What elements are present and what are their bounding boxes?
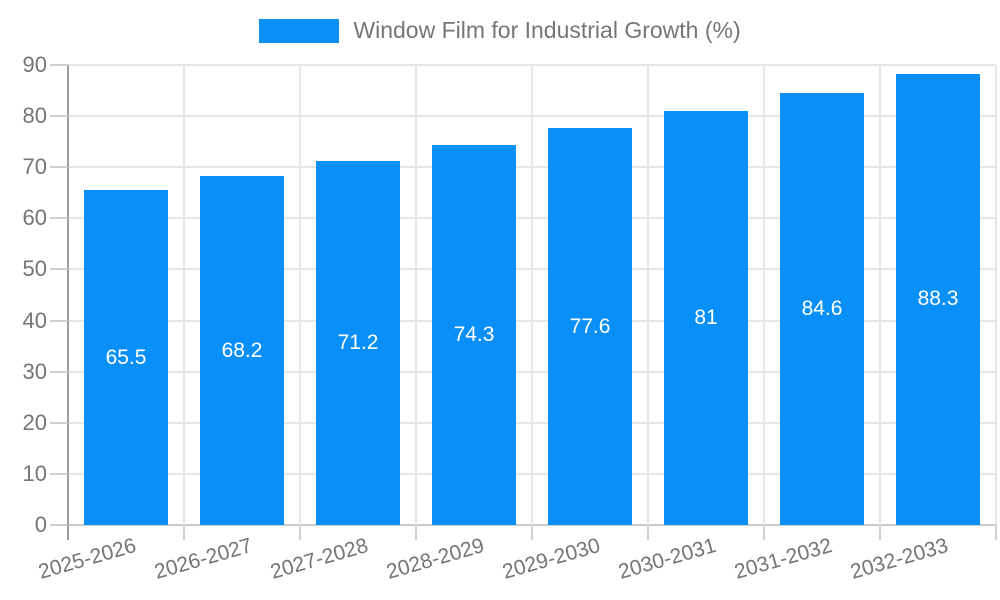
x-tick: [67, 525, 69, 540]
x-gridline: [531, 65, 533, 525]
y-tick: [50, 268, 68, 271]
bar[interactable]: 65.5: [84, 190, 168, 525]
x-tick-label: 2027-2028: [267, 534, 371, 584]
x-tick: [879, 525, 881, 540]
y-tick-label: 30: [22, 358, 47, 384]
y-tick-label: 70: [22, 154, 47, 180]
x-tick-label: 2028-2029: [383, 534, 487, 584]
x-gridline: [763, 65, 765, 525]
x-tick-label: 2025-2026: [35, 534, 139, 584]
x-tick-label: 2029-2030: [499, 534, 603, 584]
bar-value-label: 77.6: [569, 314, 611, 338]
x-gridline: [647, 65, 649, 525]
bar-value-label: 65.5: [105, 345, 147, 369]
y-tick: [50, 472, 68, 475]
bar[interactable]: 68.2: [200, 176, 284, 525]
y-tick-label: 0: [34, 512, 47, 537]
x-tick: [299, 525, 301, 540]
bar[interactable]: 84.6: [780, 92, 864, 525]
x-tick-label: 2032-2033: [847, 534, 951, 584]
x-tick: [183, 525, 185, 540]
y-tick: [50, 115, 68, 118]
x-gridline: [879, 65, 881, 525]
y-tick: [50, 319, 68, 322]
legend: Window Film for Industrial Growth (%): [0, 17, 1000, 44]
x-gridline: [995, 65, 997, 525]
x-gridline: [299, 65, 301, 525]
y-tick: [50, 524, 68, 526]
x-tick-label: 2026-2027: [151, 534, 255, 584]
y-tick-label: 50: [22, 256, 47, 282]
y-axis-line: [67, 65, 69, 525]
bar-value-label: 71.2: [337, 331, 379, 355]
bar[interactable]: 88.3: [896, 73, 980, 525]
bar[interactable]: 77.6: [548, 128, 632, 525]
x-gridline: [183, 65, 185, 525]
y-tick: [50, 64, 68, 66]
x-tick: [763, 525, 765, 540]
x-tick: [531, 525, 533, 540]
x-tick: [415, 525, 417, 540]
bar-value-label: 81: [694, 306, 718, 329]
bar-value-label: 74.3: [453, 323, 495, 347]
bar[interactable]: 81: [664, 111, 748, 525]
legend-swatch: [259, 18, 340, 43]
x-tick: [647, 525, 649, 540]
y-tick-label: 40: [22, 307, 47, 333]
y-tick-label: 80: [22, 103, 47, 129]
y-tick: [50, 217, 68, 220]
x-tick-label: 2030-2031: [615, 534, 719, 584]
y-tick-label: 90: [22, 52, 47, 77]
y-tick-label: 20: [22, 409, 47, 435]
bar[interactable]: 71.2: [316, 161, 400, 525]
x-tick: [995, 525, 997, 540]
bar-value-label: 88.3: [917, 287, 959, 311]
bar-value-label: 84.6: [801, 296, 843, 320]
y-tick-label: 60: [22, 205, 47, 231]
plot-area: 65.5 68.2 71.2 74.3 77.6 81 84.6 88.3: [68, 64, 997, 526]
y-tick: [50, 166, 68, 169]
bar-value-label: 68.2: [221, 338, 263, 362]
y-tick: [50, 370, 68, 373]
y-tick: [50, 421, 68, 424]
legend-label: Window Film for Industrial Growth (%): [353, 17, 741, 43]
x-tick-label: 2031-2032: [731, 534, 835, 584]
x-gridline: [415, 65, 417, 525]
y-tick-label: 10: [22, 460, 47, 486]
bar[interactable]: 74.3: [432, 145, 516, 525]
